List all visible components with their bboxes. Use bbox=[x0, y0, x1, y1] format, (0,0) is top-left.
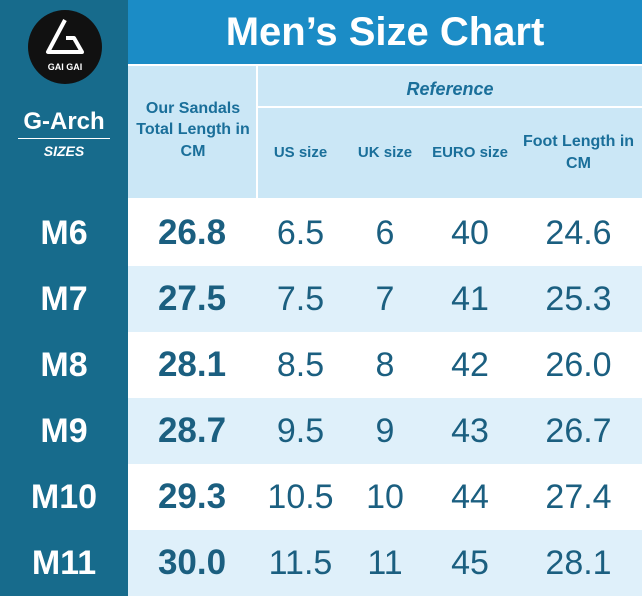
ref-cell: 28.1 bbox=[545, 543, 612, 582]
length-cell: 28.7 bbox=[157, 411, 227, 450]
sidebar bbox=[0, 0, 128, 596]
length-cell: 29.3 bbox=[157, 477, 227, 516]
size-label: M6 bbox=[40, 213, 88, 252]
row-bg bbox=[128, 530, 642, 596]
separator bbox=[258, 106, 642, 108]
size-label: M11 bbox=[31, 543, 97, 582]
ref-cell: 24.6 bbox=[545, 213, 612, 252]
ref-cell: 40 bbox=[451, 213, 489, 252]
size-label: M8 bbox=[40, 345, 88, 384]
length-cell: 28.1 bbox=[157, 345, 227, 384]
ref-cell: 11 bbox=[367, 543, 403, 582]
sidebar-subtitle: SIZES bbox=[43, 143, 85, 159]
ref-cell: 26.0 bbox=[545, 345, 612, 384]
length-cell: 27.5 bbox=[157, 279, 227, 318]
logo: GAI GAI bbox=[28, 10, 102, 84]
column-header: Foot Length in CM bbox=[522, 133, 635, 172]
column-header: EURO size bbox=[432, 143, 508, 161]
ref-cell: 7.5 bbox=[276, 279, 325, 318]
ref-cell: 6.5 bbox=[276, 213, 325, 252]
sidebar-title: G-Arch bbox=[23, 108, 105, 135]
ref-cell: 10.5 bbox=[267, 477, 334, 516]
ref-cell: 44 bbox=[451, 477, 489, 516]
header-band bbox=[128, 66, 642, 198]
column-header: US size bbox=[273, 143, 328, 161]
size-label: M9 bbox=[40, 411, 88, 450]
title: Men’s Size Chart bbox=[128, 0, 642, 64]
column-header: UK size bbox=[357, 143, 413, 161]
ref-cell: 41 bbox=[451, 279, 489, 318]
ref-cell: 42 bbox=[451, 345, 489, 384]
row-bg bbox=[128, 266, 642, 332]
separator bbox=[256, 66, 258, 198]
ref-cell: 10 bbox=[366, 477, 404, 516]
ref-cell: 9 bbox=[375, 411, 395, 450]
ref-cell: 9.5 bbox=[276, 411, 325, 450]
reference-header: Reference bbox=[406, 78, 494, 99]
size-label: M7 bbox=[40, 279, 88, 318]
ref-cell: 43 bbox=[451, 411, 489, 450]
row-bg bbox=[128, 200, 642, 266]
length-cell: 30.0 bbox=[157, 543, 227, 582]
ref-cell: 25.3 bbox=[545, 279, 612, 318]
ref-cell: 11.5 bbox=[268, 543, 333, 582]
ref-cell: 8.5 bbox=[276, 345, 325, 384]
logo-text: GAI GAI bbox=[48, 62, 83, 72]
ref-cell: 6 bbox=[375, 213, 395, 252]
ref-cell: 26.7 bbox=[545, 411, 612, 450]
row-bg bbox=[128, 332, 642, 398]
ref-cell: 7 bbox=[375, 279, 395, 318]
row-bg bbox=[128, 464, 642, 530]
ref-cell: 27.4 bbox=[545, 477, 612, 516]
length-header: Our Sandals Total Length in CM bbox=[136, 99, 250, 160]
size-label: M10 bbox=[30, 477, 98, 516]
length-cell: 26.8 bbox=[157, 213, 227, 252]
divider bbox=[18, 138, 110, 139]
ref-cell: 8 bbox=[375, 345, 395, 384]
row-bg bbox=[128, 398, 642, 464]
ref-cell: 45 bbox=[451, 543, 489, 582]
